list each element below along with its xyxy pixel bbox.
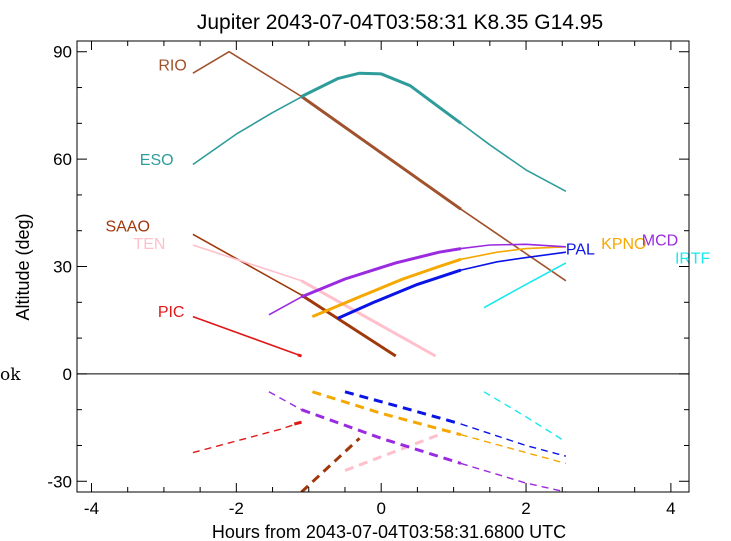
series-label-saao: SAAO bbox=[105, 218, 149, 235]
chart-title: Jupiter 2043-07-04T03:58:31 K8.35 G14.95 bbox=[197, 11, 603, 34]
series-label-eso: ESO bbox=[140, 152, 174, 169]
x-axis-label: Hours from 2043-07-04T03:58:31.6800 UTC bbox=[212, 522, 566, 541]
series-line-pic bbox=[297, 353, 302, 358]
series-layer bbox=[192, 50, 567, 492]
series-line-pic-dashed bbox=[192, 421, 302, 454]
series-line-kpno-dashed bbox=[311, 390, 462, 437]
series-line-saao bbox=[300, 293, 397, 358]
x-tick-label: 2 bbox=[521, 499, 530, 518]
series-line-pal bbox=[337, 268, 462, 320]
series-line-mcd-dashed bbox=[300, 408, 462, 465]
y-axis-label: Altitude (deg) bbox=[13, 213, 33, 320]
series-line-irtf-dashed bbox=[483, 391, 567, 443]
series-label-pal: PAL bbox=[566, 242, 595, 259]
series-line-ten bbox=[300, 279, 437, 358]
series-line-irtf bbox=[483, 262, 567, 309]
x-tick-label: -4 bbox=[84, 499, 99, 518]
series-line-kpno-dashed bbox=[460, 434, 567, 465]
series-line-pic bbox=[192, 315, 302, 357]
x-tick-label: -2 bbox=[229, 499, 244, 518]
series-line-pal-dashed bbox=[460, 423, 567, 457]
left-edge-text: ok bbox=[0, 365, 21, 385]
series-label-kpno: KPNO bbox=[601, 236, 646, 253]
series-line-pal-dashed bbox=[344, 390, 462, 426]
series-label-mcd: MCD bbox=[642, 233, 678, 250]
series-line-saao-dashed bbox=[300, 437, 361, 492]
y-tick-label: -30 bbox=[47, 472, 72, 491]
series-line-mcd bbox=[300, 247, 462, 299]
series-line-rio bbox=[300, 95, 462, 211]
series-label-ten: TEN bbox=[133, 236, 165, 253]
series-label-irtf: IRTF bbox=[675, 251, 710, 268]
y-tick-label: 0 bbox=[63, 365, 72, 384]
series-line-eso bbox=[192, 72, 567, 193]
y-tick-label: 90 bbox=[53, 43, 72, 62]
axis-ticks: -4 -2 0 2 4 -30 0 30 60 90 bbox=[47, 41, 689, 518]
y-tick-label: 60 bbox=[53, 150, 72, 169]
x-tick-label: 0 bbox=[376, 499, 385, 518]
y-tick-label: 30 bbox=[53, 258, 72, 277]
series-line-mcd-dashed bbox=[268, 391, 302, 411]
series-label-pic: PIC bbox=[158, 304, 185, 321]
series-line-rio bbox=[192, 50, 567, 282]
series-label-rio: RIO bbox=[158, 57, 186, 74]
series-line-pic-dashed bbox=[293, 420, 302, 426]
series-line-mcd-dashed bbox=[460, 462, 567, 492]
x-tick-label: 4 bbox=[666, 499, 675, 518]
series-line-ten-dashed bbox=[344, 433, 440, 472]
series-line-eso bbox=[300, 71, 462, 125]
series-line-kpno bbox=[311, 257, 462, 318]
